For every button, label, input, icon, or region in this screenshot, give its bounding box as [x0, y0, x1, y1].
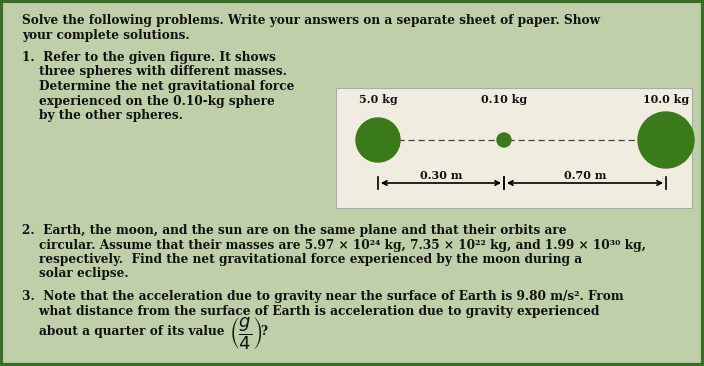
Bar [336, 88, 692, 208]
Text: 10.0 kg: 10.0 kg [643, 94, 689, 105]
Text: 5.0 kg: 5.0 kg [358, 94, 397, 105]
Text: circular. Assume that their masses are 5.97 × 10²⁴ kg, 7.35 × 10²² kg, and 1.99 : circular. Assume that their masses are 5… [22, 239, 646, 251]
Text: $\left(\dfrac{g}{4}\right)$: $\left(\dfrac{g}{4}\right)$ [229, 315, 263, 352]
Text: three spheres with different masses.: three spheres with different masses. [22, 66, 287, 78]
Text: your complete solutions.: your complete solutions. [22, 29, 189, 41]
Text: solar eclipse.: solar eclipse. [22, 268, 129, 280]
Text: what distance from the surface of Earth is acceleration due to gravity experienc: what distance from the surface of Earth … [22, 305, 599, 317]
Text: 0.10 kg: 0.10 kg [481, 94, 527, 105]
Text: 0.30 m: 0.30 m [420, 170, 463, 181]
Text: Solve the following problems. Write your answers on a separate sheet of paper. S: Solve the following problems. Write your… [22, 14, 600, 27]
Circle shape [356, 118, 400, 162]
Text: about a quarter of its value: about a quarter of its value [22, 325, 229, 338]
Text: ?: ? [260, 325, 267, 338]
Circle shape [638, 112, 694, 168]
Circle shape [497, 133, 511, 147]
Text: Determine the net gravitational force: Determine the net gravitational force [22, 80, 294, 93]
Text: 1.  Refer to the given figure. It shows: 1. Refer to the given figure. It shows [22, 51, 276, 64]
Text: 3.  Note that the acceleration due to gravity near the surface of Earth is 9.80 : 3. Note that the acceleration due to gra… [22, 290, 624, 303]
Text: respectively.  Find the net gravitational force experienced by the moon during a: respectively. Find the net gravitational… [22, 253, 582, 266]
Text: by the other spheres.: by the other spheres. [22, 109, 183, 122]
Text: experienced on the 0.10-kg sphere: experienced on the 0.10-kg sphere [22, 94, 275, 108]
Text: 0.70 m: 0.70 m [564, 170, 606, 181]
Text: 2.  Earth, the moon, and the sun are on the same plane and that their orbits are: 2. Earth, the moon, and the sun are on t… [22, 224, 567, 237]
